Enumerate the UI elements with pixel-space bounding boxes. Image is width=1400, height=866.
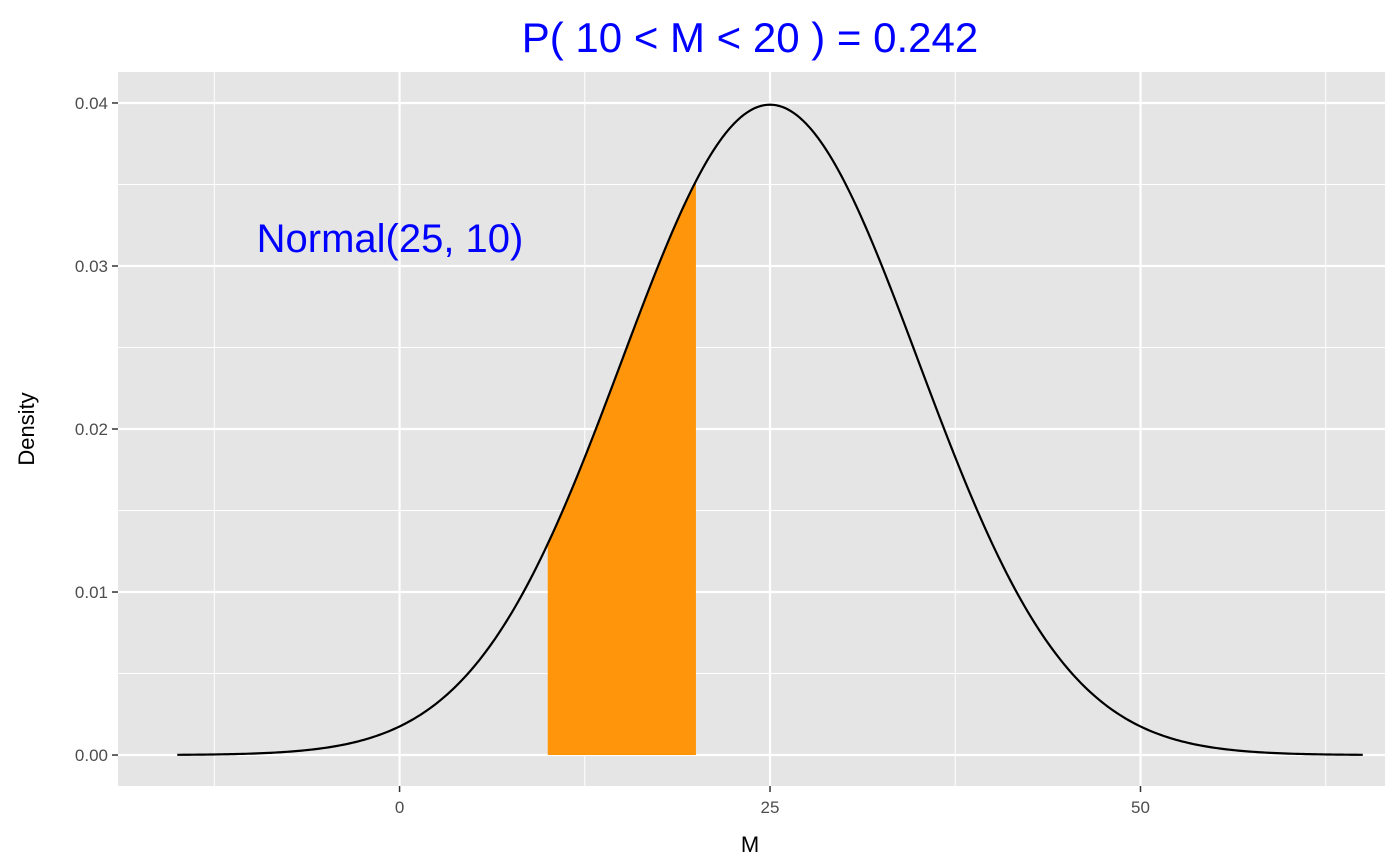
x-axis: 0 25 50 [395, 786, 1150, 817]
y-axis: 0.00 0.01 0.02 0.03 0.04 [75, 94, 118, 765]
y-tick-label: 0.02 [75, 420, 108, 439]
y-tick-label: 0.04 [75, 94, 108, 113]
shaded-probability-area [547, 181, 696, 756]
y-tick-label: 0.01 [75, 583, 108, 602]
x-tick-label: 0 [395, 798, 404, 817]
y-tick-label: 0.03 [75, 257, 108, 276]
x-axis-title: M [741, 832, 759, 857]
y-axis-title: Density [14, 392, 39, 465]
x-tick-label: 50 [1131, 798, 1150, 817]
density-curve [177, 103, 1363, 756]
y-tick-label: 0.00 [75, 746, 108, 765]
distribution-annotation: Normal(25, 10) [257, 217, 524, 261]
major-gridlines [118, 72, 1385, 786]
x-tick-label: 25 [761, 798, 780, 817]
chart-title: P( 10 < M < 20 ) = 0.242 [522, 14, 978, 61]
